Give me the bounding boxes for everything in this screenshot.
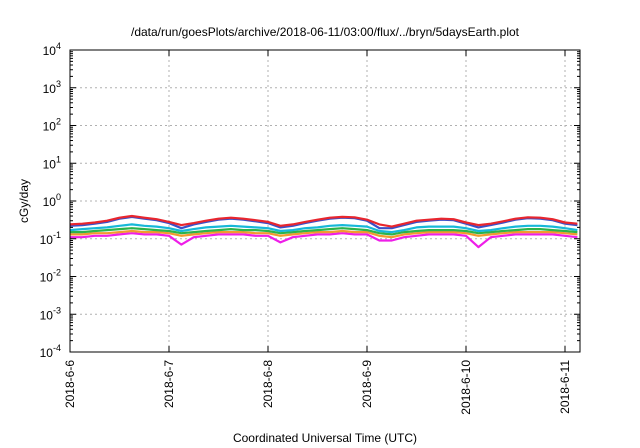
- ticks: [69, 49, 580, 353]
- x-tick-label: 2018-6-9: [360, 360, 374, 408]
- y-tick-label: 10-3: [40, 305, 61, 322]
- y-tick-label: 10-1: [40, 230, 61, 247]
- y-tick-label: 104: [43, 41, 61, 58]
- x-tick-label: 2018-6-11: [558, 360, 572, 414]
- series-line: [70, 229, 578, 239]
- x-tick-labels: 2018-6-6 2018-6-7 2018-6-8 2018-6-9 2018-6-1…: [63, 360, 572, 415]
- series-line: [70, 227, 578, 236]
- x-tick-label: 2018-6-10: [459, 360, 473, 415]
- y-tick-label: 100: [43, 192, 61, 209]
- series-line: [70, 232, 578, 249]
- series-layer: [69, 214, 578, 249]
- x-axis-label: Coordinated Universal Time (UTC): [233, 431, 417, 445]
- x-tick-label: 2018-6-7: [162, 360, 176, 408]
- y-tick-label: 101: [43, 154, 61, 171]
- x-tick-label: 2018-6-6: [63, 360, 77, 408]
- chart-title: /data/run/goesPlots/archive/2018-06-11/0…: [131, 25, 520, 39]
- series-line: [69, 223, 578, 234]
- y-tick-label: 102: [43, 117, 61, 134]
- grid: [70, 50, 580, 352]
- y-tick-label: 10-4: [40, 343, 61, 360]
- y-tick-label: 103: [43, 79, 61, 96]
- x-tick-label: 2018-6-8: [261, 360, 275, 408]
- y-tick-label: 10-2: [40, 268, 61, 285]
- series-line: [69, 214, 578, 228]
- y-tick-labels: 10-4 10-3 10-2 10-1 100 101 102 103 104: [40, 41, 61, 360]
- y-axis-label: cGy/day: [17, 179, 31, 223]
